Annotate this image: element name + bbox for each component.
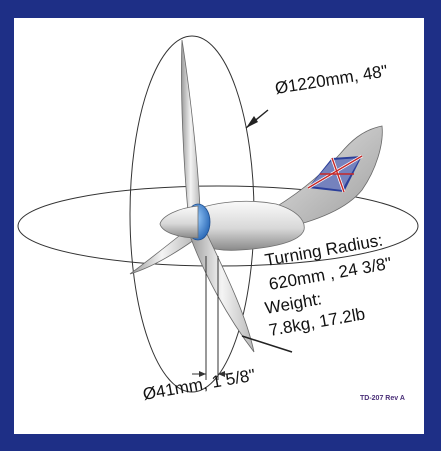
spec-sheet: Ø1220mm, 48" Turning Radius: 620mm , 24 … <box>14 18 424 434</box>
rotor-diameter-label: Ø1220mm, 48" <box>274 61 389 98</box>
wind-turbine-diagram: Ø1220mm, 48" Turning Radius: 620mm , 24 … <box>17 35 419 404</box>
blade-upper <box>181 39 201 213</box>
blade-left <box>129 231 195 275</box>
document-code: TD-207 Rev A <box>360 395 405 402</box>
radius-leader <box>241 335 293 353</box>
nose-cone <box>159 205 199 239</box>
union-flag-emblem <box>307 154 363 193</box>
